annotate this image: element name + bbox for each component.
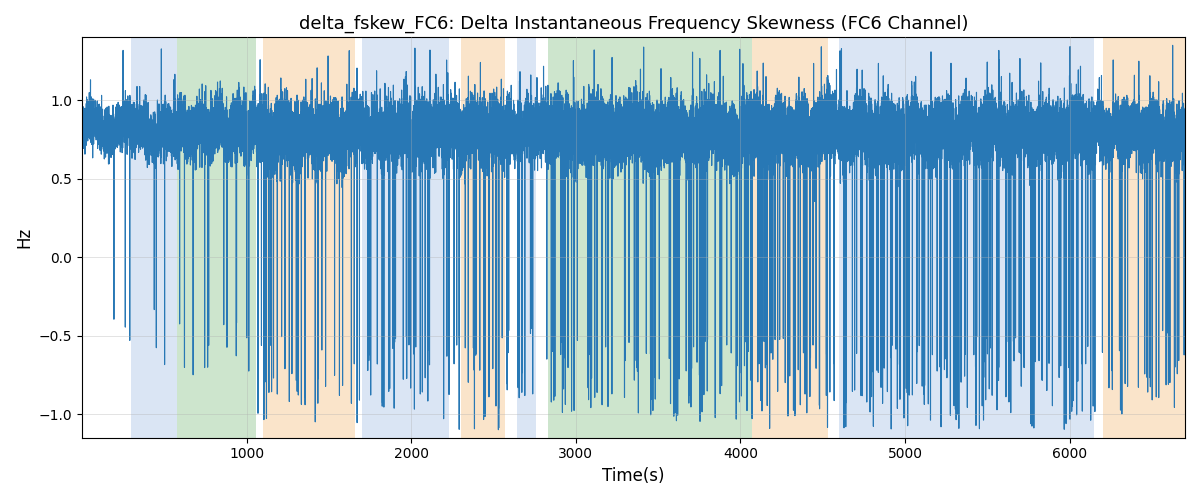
X-axis label: Time(s): Time(s) — [602, 467, 665, 485]
Title: delta_fskew_FC6: Delta Instantaneous Frequency Skewness (FC6 Channel): delta_fskew_FC6: Delta Instantaneous Fre… — [299, 15, 968, 34]
Bar — [178, 38, 257, 438]
Bar — [752, 38, 828, 438]
Bar — [516, 38, 536, 438]
Bar — [548, 38, 752, 438]
Bar — [263, 38, 355, 438]
Bar — [461, 38, 505, 438]
Bar — [839, 38, 1094, 438]
Bar — [131, 38, 178, 438]
Bar — [1103, 38, 1186, 438]
Bar — [361, 38, 449, 438]
Y-axis label: Hz: Hz — [14, 227, 32, 248]
